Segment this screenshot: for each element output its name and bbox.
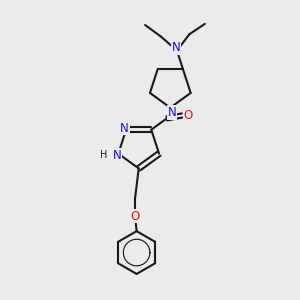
Text: N: N: [112, 148, 121, 162]
Text: N: N: [172, 41, 181, 54]
Text: N: N: [167, 106, 176, 119]
Text: O: O: [130, 210, 140, 223]
Text: N: N: [120, 122, 129, 135]
Text: O: O: [184, 109, 193, 122]
Text: H: H: [100, 150, 108, 160]
